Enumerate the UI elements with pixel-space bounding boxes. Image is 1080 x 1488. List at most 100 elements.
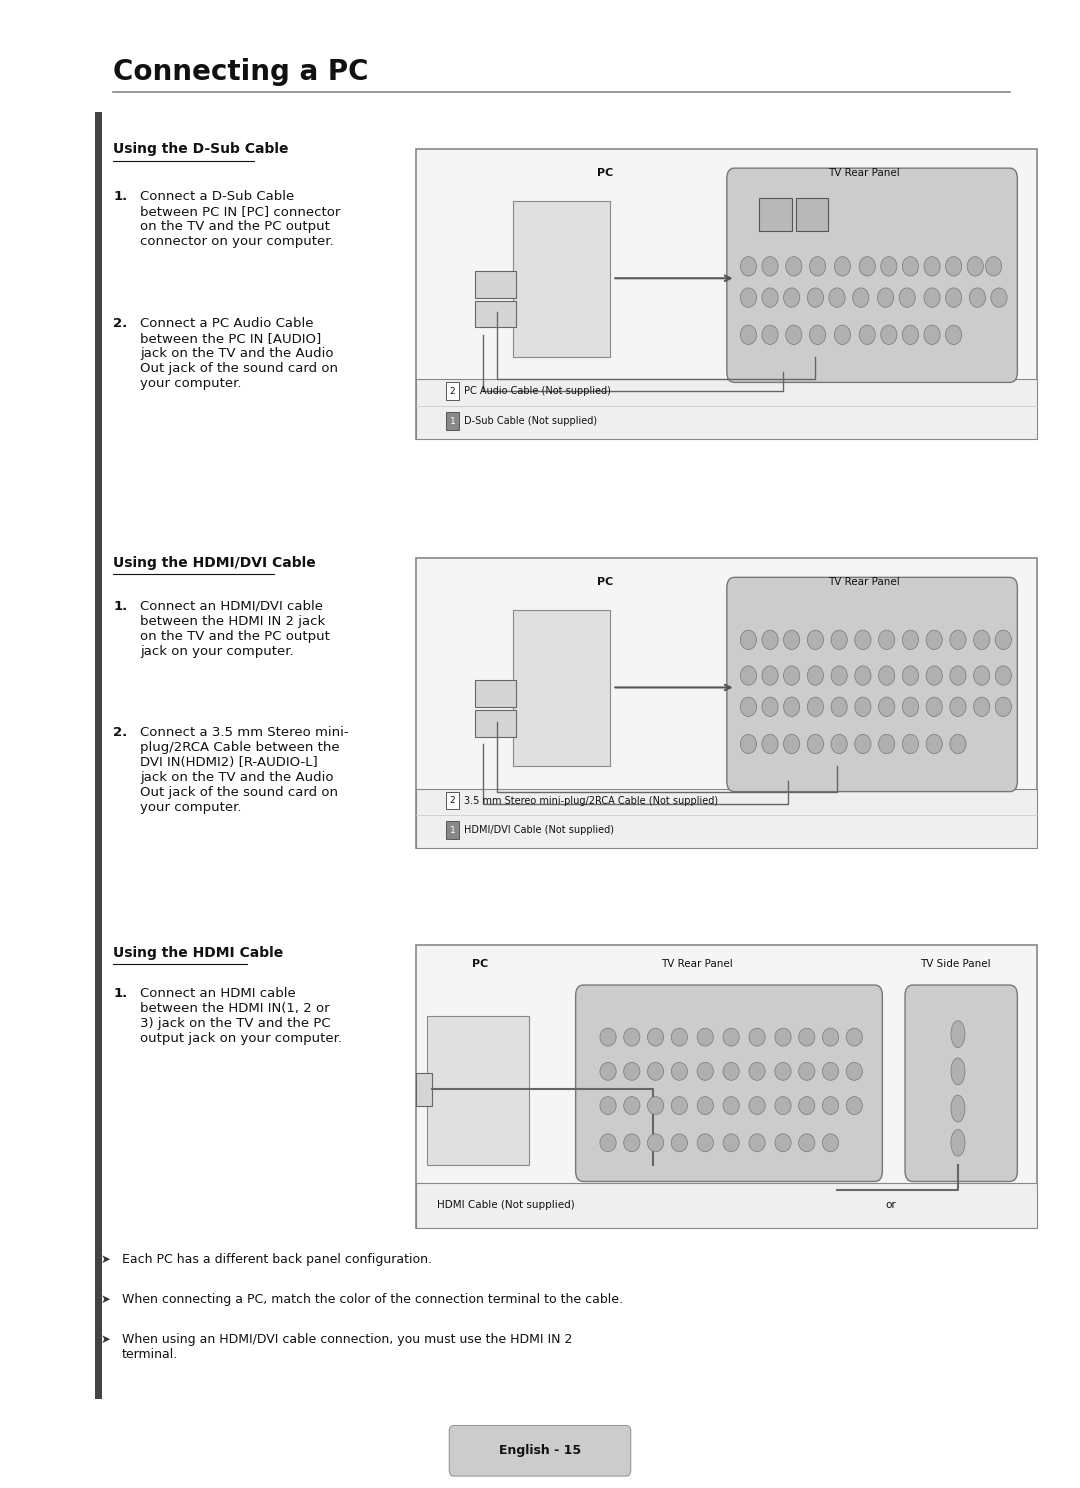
- FancyBboxPatch shape: [796, 198, 828, 231]
- Ellipse shape: [762, 629, 779, 649]
- Ellipse shape: [923, 256, 940, 277]
- Ellipse shape: [647, 1134, 663, 1152]
- Ellipse shape: [927, 629, 942, 649]
- Text: TV Rear Panel: TV Rear Panel: [661, 960, 732, 969]
- Ellipse shape: [927, 665, 942, 684]
- Text: Using the HDMI Cable: Using the HDMI Cable: [113, 946, 284, 960]
- Text: ➤: ➤: [100, 1253, 110, 1266]
- Ellipse shape: [807, 289, 824, 308]
- Text: HDMI/DVI Cable (Not supplied): HDMI/DVI Cable (Not supplied): [464, 826, 615, 835]
- Ellipse shape: [724, 1134, 740, 1152]
- FancyBboxPatch shape: [416, 558, 1037, 848]
- Ellipse shape: [879, 665, 894, 684]
- Ellipse shape: [855, 665, 870, 684]
- Ellipse shape: [974, 665, 990, 684]
- Ellipse shape: [855, 696, 870, 716]
- Ellipse shape: [775, 1062, 792, 1080]
- Ellipse shape: [902, 629, 918, 649]
- Ellipse shape: [832, 665, 848, 684]
- Ellipse shape: [951, 1021, 966, 1048]
- Ellipse shape: [834, 326, 851, 345]
- Ellipse shape: [996, 696, 1012, 716]
- Ellipse shape: [879, 629, 894, 649]
- Text: 2: 2: [449, 796, 456, 805]
- Ellipse shape: [741, 665, 757, 684]
- Ellipse shape: [784, 629, 799, 649]
- Text: Connecting a PC: Connecting a PC: [113, 58, 369, 86]
- FancyBboxPatch shape: [427, 1016, 529, 1165]
- Text: HDMI Cable (Not supplied): HDMI Cable (Not supplied): [437, 1201, 576, 1210]
- FancyBboxPatch shape: [513, 610, 610, 766]
- Text: 1.: 1.: [113, 987, 127, 1000]
- Ellipse shape: [852, 289, 868, 308]
- Ellipse shape: [950, 665, 967, 684]
- Ellipse shape: [855, 734, 870, 753]
- Ellipse shape: [647, 1097, 663, 1115]
- Text: Each PC has a different back panel configuration.: Each PC has a different back panel confi…: [122, 1253, 432, 1266]
- Ellipse shape: [951, 1095, 966, 1122]
- Ellipse shape: [877, 289, 894, 308]
- Text: English - 15: English - 15: [499, 1445, 581, 1457]
- Ellipse shape: [807, 665, 824, 684]
- Ellipse shape: [741, 289, 757, 308]
- FancyBboxPatch shape: [475, 710, 516, 737]
- Text: 2: 2: [449, 387, 456, 396]
- FancyBboxPatch shape: [446, 821, 459, 839]
- Ellipse shape: [902, 665, 918, 684]
- Ellipse shape: [672, 1062, 688, 1080]
- Ellipse shape: [750, 1028, 766, 1046]
- Ellipse shape: [902, 326, 918, 345]
- FancyBboxPatch shape: [475, 301, 516, 327]
- Ellipse shape: [784, 289, 799, 308]
- Ellipse shape: [784, 734, 799, 753]
- Ellipse shape: [762, 289, 779, 308]
- Text: 1: 1: [449, 826, 456, 835]
- FancyBboxPatch shape: [416, 789, 1037, 848]
- Ellipse shape: [950, 734, 967, 753]
- Ellipse shape: [784, 696, 799, 716]
- Ellipse shape: [823, 1062, 839, 1080]
- Ellipse shape: [996, 629, 1012, 649]
- Ellipse shape: [698, 1134, 714, 1152]
- Ellipse shape: [879, 696, 894, 716]
- Ellipse shape: [775, 1028, 792, 1046]
- Ellipse shape: [799, 1097, 815, 1115]
- Ellipse shape: [834, 256, 851, 277]
- Ellipse shape: [950, 696, 967, 716]
- Ellipse shape: [672, 1028, 688, 1046]
- Ellipse shape: [600, 1028, 616, 1046]
- Ellipse shape: [600, 1134, 616, 1152]
- Ellipse shape: [847, 1097, 863, 1115]
- FancyBboxPatch shape: [416, 945, 1037, 1228]
- Ellipse shape: [974, 629, 990, 649]
- Text: Connect an HDMI/DVI cable
between the HDMI IN 2 jack
on the TV and the PC output: Connect an HDMI/DVI cable between the HD…: [140, 600, 330, 658]
- Text: D-Sub Cable (Not supplied): D-Sub Cable (Not supplied): [464, 417, 597, 426]
- FancyBboxPatch shape: [513, 201, 610, 357]
- Text: PC: PC: [596, 168, 613, 177]
- Ellipse shape: [923, 289, 940, 308]
- Ellipse shape: [859, 326, 875, 345]
- Ellipse shape: [750, 1062, 766, 1080]
- Ellipse shape: [832, 734, 848, 753]
- Ellipse shape: [762, 665, 779, 684]
- Text: Connect a 3.5 mm Stereo mini-
plug/2RCA Cable between the
DVI IN(HDMI2) [R-AUDIO: Connect a 3.5 mm Stereo mini- plug/2RCA …: [140, 726, 349, 814]
- Text: When connecting a PC, match the color of the connection terminal to the cable.: When connecting a PC, match the color of…: [122, 1293, 623, 1306]
- Ellipse shape: [880, 256, 896, 277]
- Ellipse shape: [807, 734, 824, 753]
- Text: 2.: 2.: [113, 317, 127, 330]
- Text: Using the HDMI/DVI Cable: Using the HDMI/DVI Cable: [113, 557, 316, 570]
- Ellipse shape: [775, 1134, 792, 1152]
- FancyBboxPatch shape: [446, 412, 459, 430]
- Ellipse shape: [847, 1062, 863, 1080]
- FancyBboxPatch shape: [416, 379, 1037, 439]
- Ellipse shape: [647, 1062, 663, 1080]
- Text: Using the D-Sub Cable: Using the D-Sub Cable: [113, 143, 289, 156]
- Ellipse shape: [902, 696, 918, 716]
- Ellipse shape: [672, 1134, 688, 1152]
- Ellipse shape: [762, 734, 779, 753]
- Ellipse shape: [724, 1097, 740, 1115]
- Ellipse shape: [899, 289, 916, 308]
- Text: ➤: ➤: [100, 1293, 110, 1306]
- Ellipse shape: [927, 734, 942, 753]
- Ellipse shape: [880, 326, 896, 345]
